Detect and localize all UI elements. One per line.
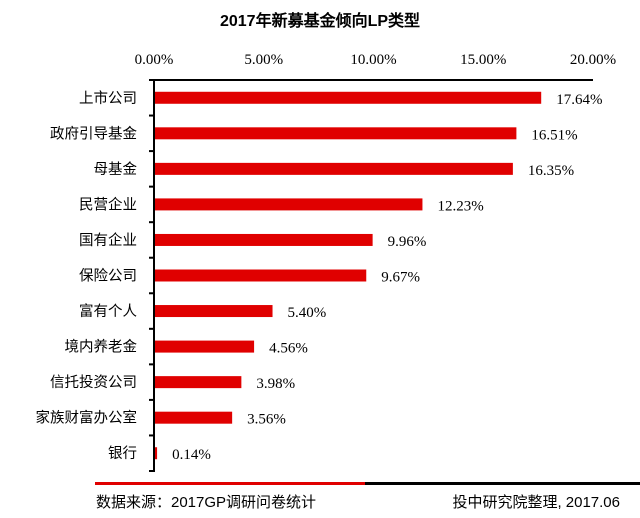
y-axis-ticks	[149, 79, 154, 472]
x-tick-label: 0.00%	[135, 52, 174, 68]
category-label: 富有个人	[79, 302, 137, 320]
bar	[155, 127, 517, 140]
category-label: 国有企业	[79, 231, 137, 249]
x-tick-label: 15.00%	[460, 52, 506, 68]
category-label: 政府引导基金	[50, 125, 137, 142]
category-label: 母基金	[94, 161, 138, 178]
data-label: 9.96%	[388, 234, 427, 250]
x-tick-label: 5.00%	[244, 52, 283, 68]
data-label: 9.67%	[381, 270, 420, 286]
footer-credit: 投中研究院整理, 2017.06	[452, 493, 620, 511]
category-labels: 上市公司政府引导基金母基金民营企业国有企业保险公司富有个人境内养老金信托投资公司…	[36, 90, 138, 462]
data-label: 0.14%	[172, 447, 211, 463]
x-tick-label: 20.00%	[570, 52, 616, 68]
footer-source: 数据来源：2017GP调研问卷统计	[96, 494, 316, 511]
category-label: 银行	[108, 445, 137, 462]
data-label: 12.23%	[437, 198, 483, 214]
footer-divider-line	[365, 482, 640, 485]
category-label: 信托投资公司	[50, 374, 137, 391]
data-labels: 17.64% 16.51% 16.35% 12.23% 9.96% 9.67% 5.40% 4…	[172, 92, 602, 463]
chart-title: 2017年新募基金倾向LP类型	[220, 11, 420, 30]
data-label: 3.98%	[256, 376, 295, 392]
data-label: 16.51%	[531, 127, 577, 143]
data-label: 17.64%	[556, 92, 602, 108]
bar	[155, 162, 513, 175]
bar	[155, 305, 273, 318]
x-axis-ticks: 0.00% 5.00% 10.00% 15.00% 20.00%	[135, 52, 617, 68]
category-label: 保险公司	[79, 268, 137, 285]
bar	[155, 198, 423, 211]
x-tick-label: 10.00%	[350, 52, 396, 68]
footer-accent-line	[95, 482, 365, 485]
category-label: 家族财富办公室	[36, 409, 138, 427]
category-label: 境内养老金	[65, 338, 138, 356]
bar	[155, 447, 158, 460]
data-label: 4.56%	[269, 341, 308, 357]
bar	[155, 91, 542, 104]
bar	[155, 376, 242, 389]
data-label: 5.40%	[288, 305, 327, 321]
bars-group	[155, 91, 542, 460]
bar	[155, 340, 255, 353]
data-label: 3.56%	[247, 412, 286, 428]
bar	[155, 233, 373, 246]
data-label: 16.35%	[528, 163, 574, 179]
category-label: 民营企业	[79, 195, 137, 213]
bar	[155, 269, 367, 282]
category-label: 上市公司	[79, 90, 137, 107]
bar	[155, 411, 233, 424]
